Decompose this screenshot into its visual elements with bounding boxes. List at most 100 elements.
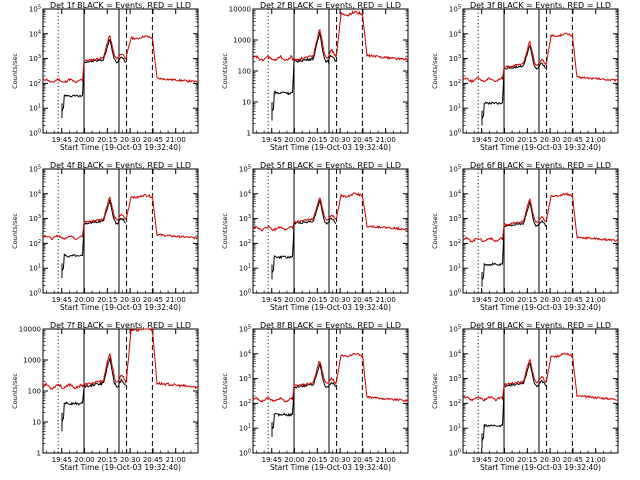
y-tick-label: 102 xyxy=(449,79,461,88)
x-tick-label: 20:30 xyxy=(120,456,140,464)
series-black-events xyxy=(481,44,546,120)
panel-title: Det 9f BLACK = Events, RED = LLD xyxy=(470,321,611,330)
y-axis-label: Counts/sec xyxy=(11,373,19,409)
plot-frame xyxy=(462,168,619,294)
x-axis-label: Start Time (19-Oct-03 19:32:40) xyxy=(480,303,601,312)
x-axis-label: Start Time (19-Oct-03 19:32:40) xyxy=(480,143,601,152)
x-axis-label: Start Time (19-Oct-03 19:32:40) xyxy=(270,143,391,152)
panel-det-5f: Det 5f BLACK = Events, RED = LLD 100 101 10… xyxy=(221,161,409,312)
panel-title: Det 2f BLACK = Events, RED = LLD xyxy=(260,1,401,10)
panel-det-1f: Det 1f BLACK = Events, RED = LLD 100 101 10… xyxy=(11,1,199,152)
y-tick-label: 100 xyxy=(29,129,41,138)
y-axis-label: Counts/sec xyxy=(431,373,439,409)
y-axis-label: Counts/sec xyxy=(11,213,19,249)
series-red-lld xyxy=(462,192,619,243)
y-tick-label: 105 xyxy=(29,165,41,174)
y-tick-label: 101 xyxy=(239,424,251,433)
x-axis-label: Start Time (19-Oct-03 19:32:40) xyxy=(270,303,391,312)
y-tick-label: 103 xyxy=(239,374,251,383)
y-tick-label: 100 xyxy=(238,68,251,76)
y-axis-label: Counts/sec xyxy=(11,53,19,89)
y-tick-label: 103 xyxy=(29,54,41,63)
x-tick-label: 19:45 xyxy=(52,456,72,464)
y-tick-label: 100 xyxy=(28,388,41,396)
panel-det-9f: Det 9f BLACK = Events, RED = LLD 100 101 10… xyxy=(431,321,619,472)
series-red-lld xyxy=(42,193,199,241)
x-tick-label: 20:45 xyxy=(563,456,583,464)
x-axis-label: Start Time (19-Oct-03 19:32:40) xyxy=(270,463,391,472)
y-tick-label: 103 xyxy=(449,374,461,383)
panel-det-6f: Det 6f BLACK = Events, RED = LLD 100 101 10… xyxy=(431,161,619,312)
y-tick-label: 1000 xyxy=(23,357,41,365)
x-tick-label: 20:45 xyxy=(353,456,373,464)
x-axis-label: Start Time (19-Oct-03 19:32:40) xyxy=(60,463,181,472)
y-tick-label: 103 xyxy=(449,214,461,223)
series-black-events xyxy=(61,199,127,271)
x-axis-label: Start Time (19-Oct-03 19:32:40) xyxy=(60,303,181,312)
panel-title: Det 8f BLACK = Events, RED = LLD xyxy=(260,321,401,330)
y-tick-label: 101 xyxy=(449,264,461,273)
y-tick-label: 102 xyxy=(239,239,251,248)
y-axis-label: Counts/sec xyxy=(221,53,229,89)
x-tick-label: 20:00 xyxy=(74,136,94,144)
x-tick-label: 19:45 xyxy=(262,136,282,144)
x-tick-label: 20:00 xyxy=(74,296,94,304)
x-tick-label: 20:30 xyxy=(120,136,140,144)
x-tick-label: 20:15 xyxy=(517,296,537,304)
x-tick-label: 20:00 xyxy=(494,296,514,304)
y-tick-label: 100 xyxy=(449,129,461,138)
y-tick-label: 100 xyxy=(449,289,461,298)
y-tick-label: 102 xyxy=(449,399,461,408)
panel-title: Det 5f BLACK = Events, RED = LLD xyxy=(260,161,401,170)
panel-det-7f: Det 7f BLACK = Events, RED = LLD 1 10 100 10… xyxy=(11,321,199,472)
y-tick-label: 100 xyxy=(239,449,251,458)
y-tick-label: 104 xyxy=(239,189,251,198)
x-tick-label: 19:45 xyxy=(262,456,282,464)
x-axis-label: Start Time (19-Oct-03 19:32:40) xyxy=(60,143,181,152)
series-black-events xyxy=(271,31,337,112)
y-tick-label: 104 xyxy=(239,349,251,358)
x-tick-label: 20:30 xyxy=(540,296,560,304)
x-tick-label: 20:45 xyxy=(353,136,373,144)
panel-title: Det 4f BLACK = Events, RED = LLD xyxy=(50,161,191,170)
x-tick-label: 21:00 xyxy=(166,296,186,304)
y-tick-label: 104 xyxy=(449,349,461,358)
x-tick-label: 19:45 xyxy=(472,296,492,304)
y-tick-label: 101 xyxy=(449,104,461,113)
y-tick-label: 105 xyxy=(29,5,41,14)
y-axis-label: Counts/sec xyxy=(431,213,439,249)
plot-frame xyxy=(462,328,619,454)
y-tick-label: 105 xyxy=(239,325,251,334)
x-tick-label: 20:45 xyxy=(143,136,163,144)
plot-frame xyxy=(42,8,199,134)
y-tick-label: 104 xyxy=(29,189,41,198)
y-tick-label: 101 xyxy=(449,424,461,433)
x-tick-label: 19:45 xyxy=(472,456,492,464)
x-tick-label: 19:45 xyxy=(262,296,282,304)
x-tick-label: 20:30 xyxy=(120,296,140,304)
x-tick-label: 20:45 xyxy=(143,296,163,304)
x-tick-label: 20:30 xyxy=(330,136,350,144)
y-tick-label: 105 xyxy=(449,325,461,334)
panel-title: Det 3f BLACK = Events, RED = LLD xyxy=(470,1,611,10)
x-tick-label: 20:30 xyxy=(330,456,350,464)
series-red-lld xyxy=(252,10,409,63)
x-tick-label: 21:00 xyxy=(376,136,396,144)
x-tick-label: 20:00 xyxy=(284,456,304,464)
x-tick-label: 19:45 xyxy=(52,136,72,144)
y-tick-label: 10000 xyxy=(229,6,251,14)
plot-frame xyxy=(252,8,409,134)
y-tick-label: 104 xyxy=(449,29,461,38)
y-tick-label: 1 xyxy=(247,130,251,138)
series-red-lld xyxy=(462,352,619,402)
plot-frame xyxy=(462,8,619,134)
panel-title: Det 6f BLACK = Events, RED = LLD xyxy=(470,161,611,170)
y-tick-label: 104 xyxy=(449,189,461,198)
x-tick-label: 20:00 xyxy=(494,456,514,464)
y-tick-label: 105 xyxy=(449,5,461,14)
x-tick-label: 20:15 xyxy=(307,136,327,144)
series-black-events xyxy=(61,357,126,423)
y-tick-label: 103 xyxy=(449,54,461,63)
y-tick-label: 102 xyxy=(449,239,461,248)
plot-frame xyxy=(252,168,409,294)
